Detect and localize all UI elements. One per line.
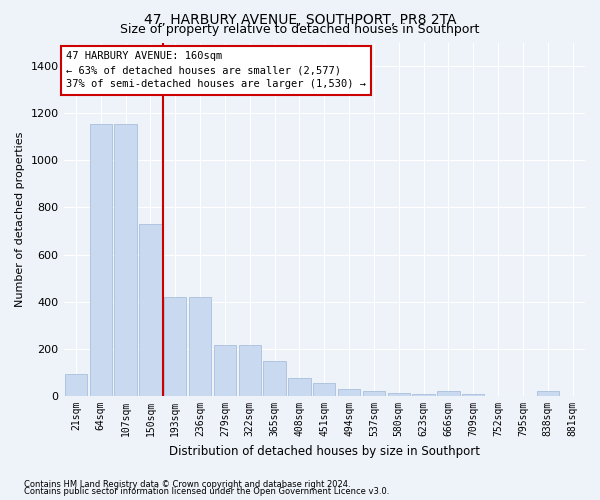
Bar [139,224,161,396]
Bar [115,124,137,396]
Bar [388,392,410,396]
Bar [536,392,559,396]
X-axis label: Distribution of detached houses by size in Southport: Distribution of detached houses by size … [169,444,480,458]
Bar [164,297,187,396]
Bar [363,392,385,396]
Bar [462,394,484,396]
Text: 47 HARBURY AVENUE: 160sqm
← 63% of detached houses are smaller (2,577)
37% of se: 47 HARBURY AVENUE: 160sqm ← 63% of detac… [66,52,366,90]
Y-axis label: Number of detached properties: Number of detached properties [15,132,25,307]
Text: Size of property relative to detached houses in Southport: Size of property relative to detached ho… [121,22,479,36]
Text: 47, HARBURY AVENUE, SOUTHPORT, PR8 2TA: 47, HARBURY AVENUE, SOUTHPORT, PR8 2TA [144,12,456,26]
Bar [239,346,261,396]
Bar [65,374,87,396]
Bar [189,297,211,396]
Bar [313,383,335,396]
Bar [89,124,112,396]
Bar [288,378,311,396]
Bar [437,392,460,396]
Bar [214,346,236,396]
Bar [263,360,286,396]
Bar [338,389,360,396]
Text: Contains public sector information licensed under the Open Government Licence v3: Contains public sector information licen… [24,487,389,496]
Text: Contains HM Land Registry data © Crown copyright and database right 2024.: Contains HM Land Registry data © Crown c… [24,480,350,489]
Bar [412,394,435,396]
